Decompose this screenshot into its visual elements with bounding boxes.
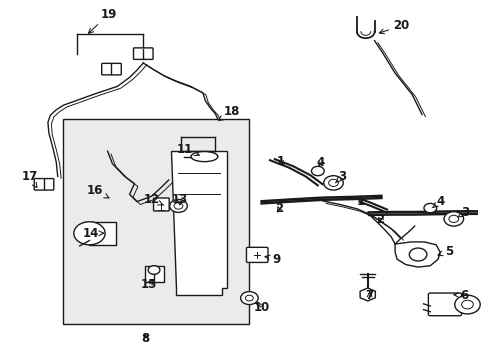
Text: 5: 5 — [437, 245, 452, 258]
Text: 4: 4 — [432, 195, 443, 208]
Text: 3: 3 — [335, 170, 346, 183]
Text: 20: 20 — [379, 19, 408, 34]
Text: 3: 3 — [457, 206, 468, 219]
Circle shape — [174, 203, 183, 209]
Text: 10: 10 — [253, 301, 270, 314]
Bar — [62, 119, 249, 324]
Circle shape — [148, 266, 160, 274]
FancyBboxPatch shape — [153, 198, 169, 211]
Circle shape — [245, 295, 253, 301]
Circle shape — [448, 215, 458, 222]
Bar — [89, 222, 116, 245]
Text: 4: 4 — [316, 156, 324, 169]
Text: 6: 6 — [453, 289, 468, 302]
Text: 7: 7 — [365, 289, 373, 302]
Circle shape — [454, 295, 479, 314]
Text: 1: 1 — [356, 195, 364, 208]
Text: 12: 12 — [143, 193, 163, 206]
Circle shape — [169, 199, 187, 212]
Ellipse shape — [190, 152, 217, 162]
Circle shape — [423, 203, 436, 213]
FancyBboxPatch shape — [133, 48, 153, 59]
Text: 15: 15 — [141, 278, 157, 291]
Polygon shape — [171, 151, 227, 295]
Circle shape — [323, 176, 343, 190]
Text: 13: 13 — [171, 193, 188, 206]
Circle shape — [408, 248, 426, 261]
Circle shape — [461, 300, 472, 309]
Text: 2: 2 — [274, 202, 282, 215]
Circle shape — [443, 212, 463, 226]
Text: 18: 18 — [218, 105, 240, 120]
Bar — [145, 266, 163, 282]
Text: 17: 17 — [21, 170, 38, 188]
Circle shape — [311, 166, 324, 176]
FancyBboxPatch shape — [427, 293, 461, 316]
FancyBboxPatch shape — [246, 247, 267, 262]
Text: 8: 8 — [142, 332, 149, 345]
Text: 2: 2 — [376, 213, 384, 226]
FancyBboxPatch shape — [102, 63, 121, 75]
Polygon shape — [394, 242, 439, 267]
Text: 16: 16 — [87, 184, 109, 198]
Text: 1: 1 — [277, 155, 285, 168]
Text: 19: 19 — [88, 8, 117, 33]
Text: 9: 9 — [264, 253, 280, 266]
Circle shape — [74, 222, 105, 245]
Text: 11: 11 — [176, 143, 199, 156]
Circle shape — [328, 179, 338, 186]
Circle shape — [240, 292, 258, 305]
Text: 14: 14 — [82, 227, 103, 240]
FancyBboxPatch shape — [34, 179, 54, 190]
